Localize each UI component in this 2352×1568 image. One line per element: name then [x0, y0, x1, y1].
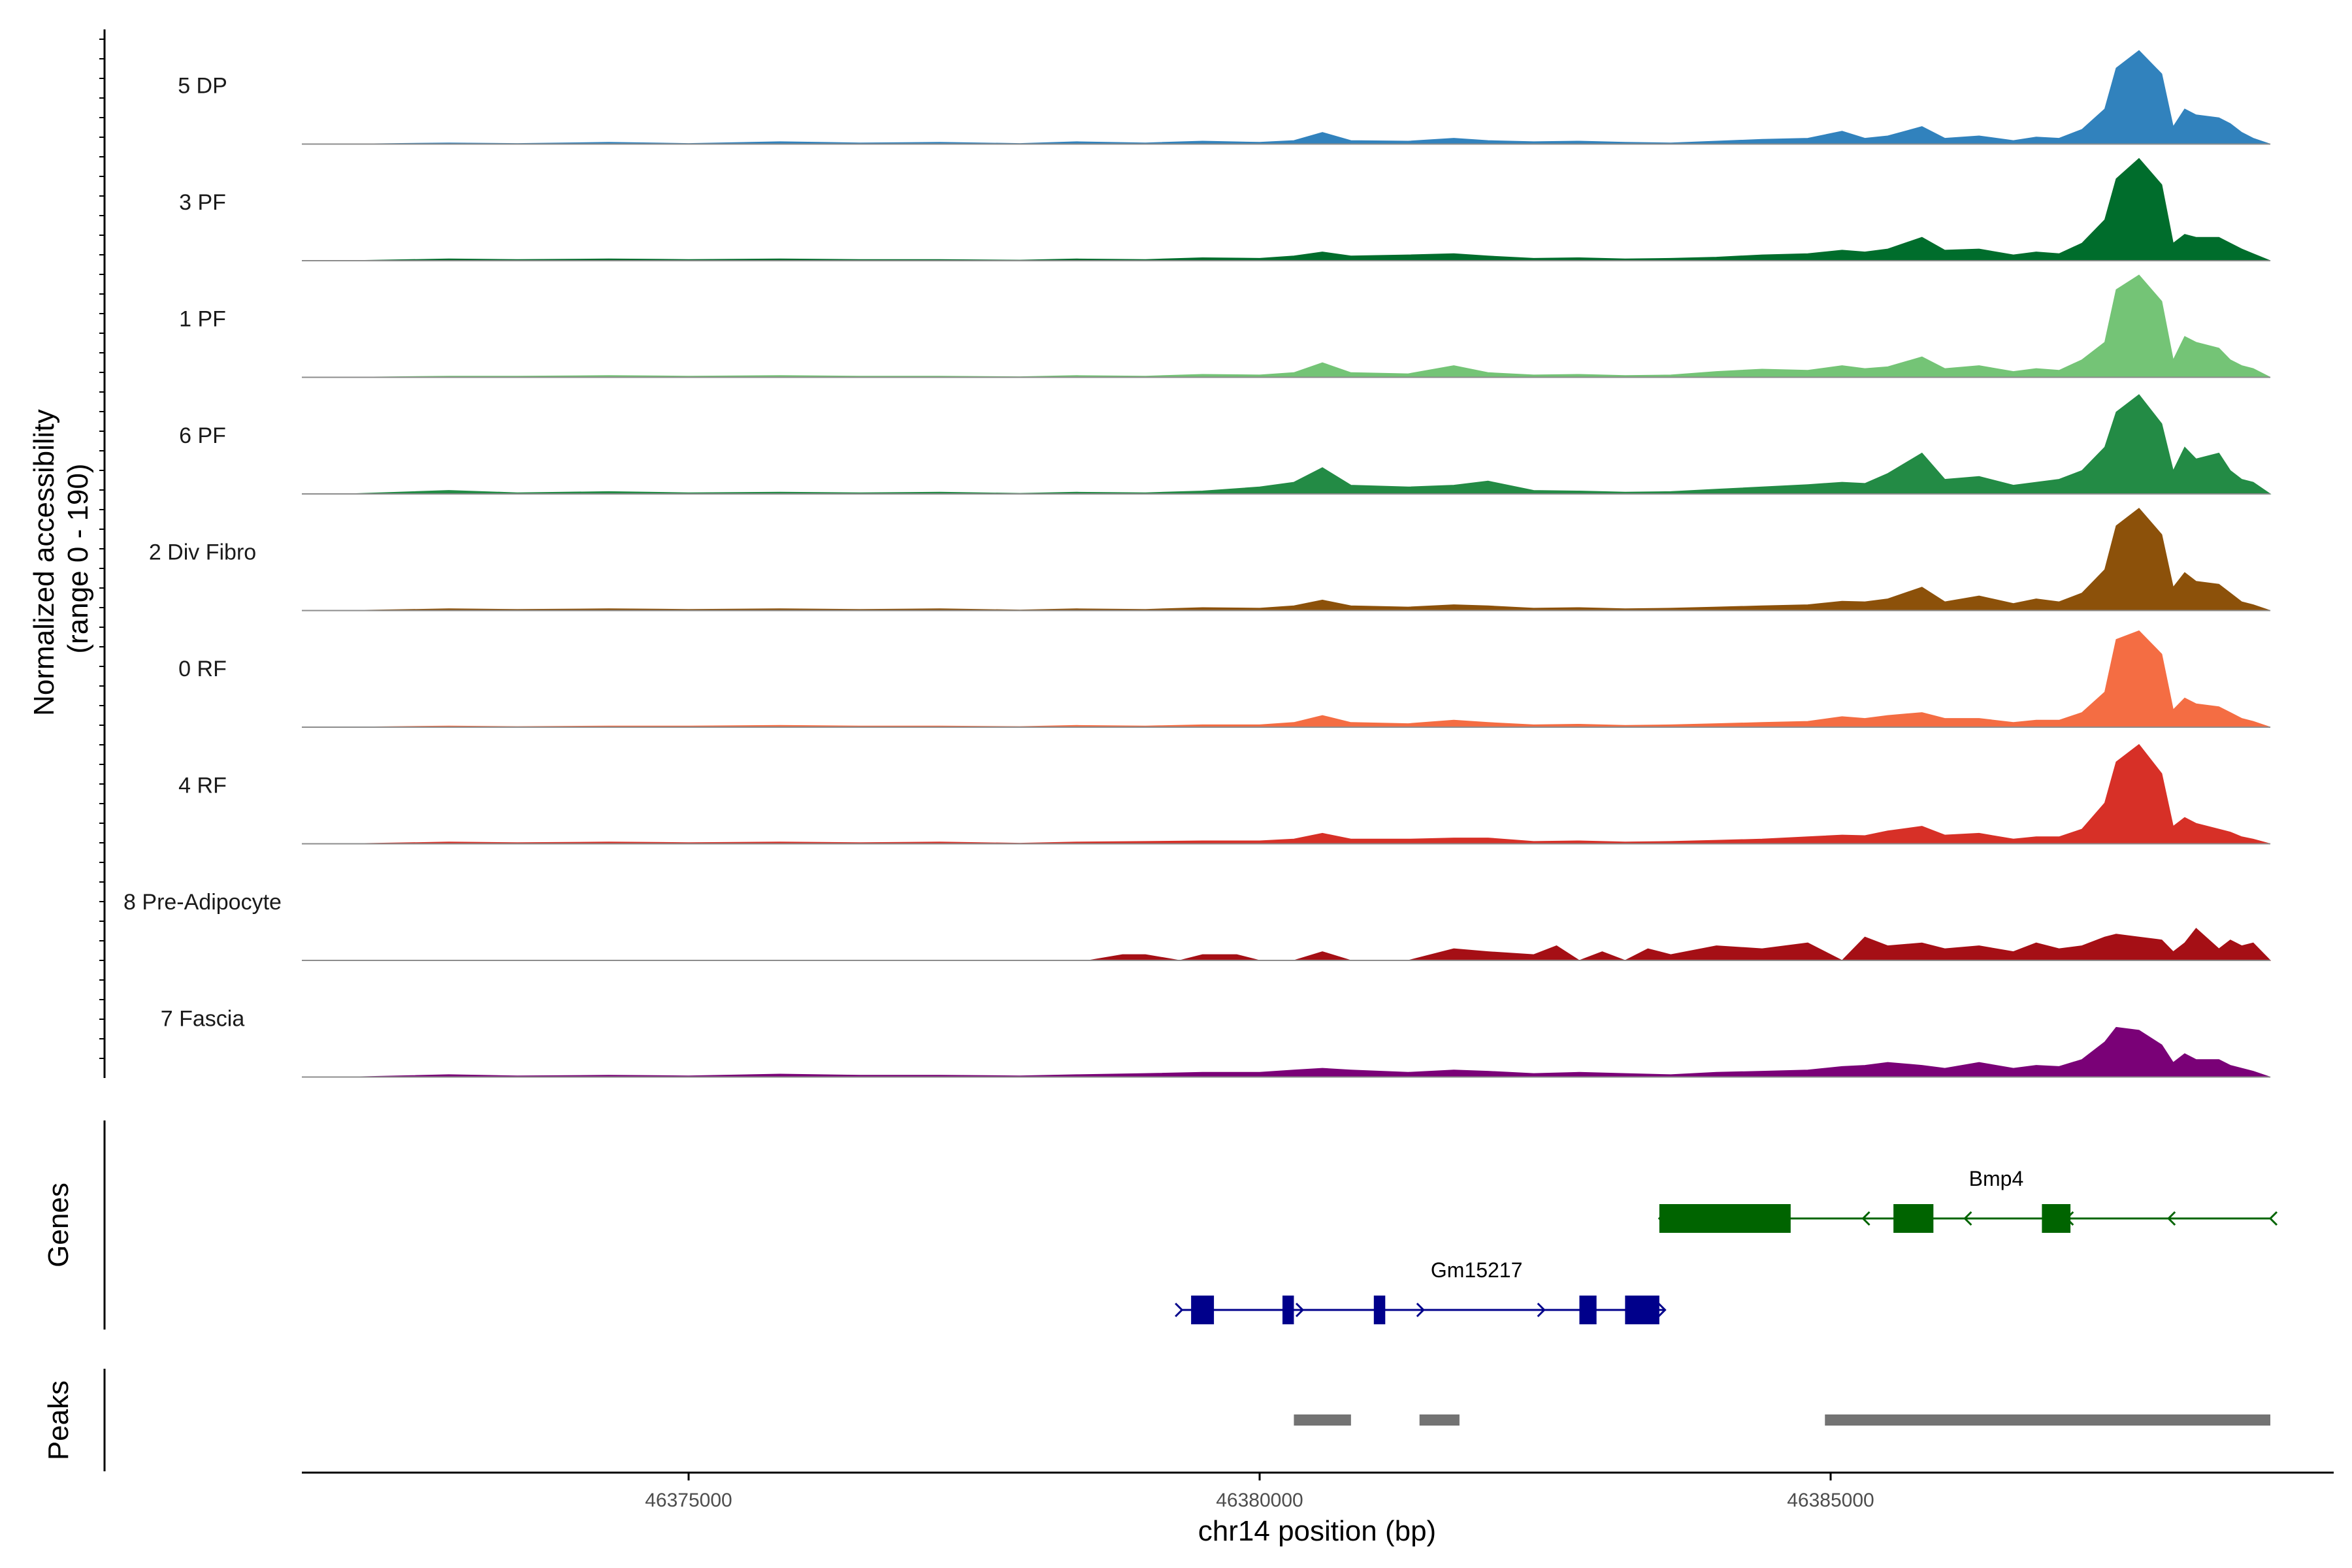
coverage-y-axis-title-line2: (range 0 - 190) — [62, 463, 94, 653]
coverage-track: 1 PF — [179, 274, 2271, 378]
gene-exon — [1625, 1296, 1659, 1324]
strand-arrow — [1963, 1211, 1972, 1226]
track-label: 4 RF — [178, 774, 227, 798]
strand-arrow — [1537, 1302, 1546, 1318]
x-tick-label: 46385000 — [1787, 1490, 1874, 1511]
coverage-track: 4 RF — [178, 743, 2271, 845]
peak-regions — [1294, 1414, 2270, 1426]
strand-arrow — [1295, 1302, 1305, 1318]
strand-arrow — [1861, 1211, 1870, 1226]
gene-models: Bmp4 Gm15217 — [1175, 1167, 2278, 1324]
coverage-y-axis-title: Normalized accessibility (range 0 - 190) — [28, 401, 94, 716]
genes-y-axis-title: Genes — [42, 1183, 74, 1267]
coverage-track: 6 PF — [179, 394, 2272, 495]
coverage-y-axis-title-line1: Normalized accessibility — [28, 409, 60, 715]
coverage-track: 5 DP — [178, 50, 2271, 145]
track-label: 2 Div Fibro — [149, 540, 256, 565]
gene-model: Bmp4 — [1658, 1167, 2278, 1233]
track-label: 0 RF — [178, 657, 227, 681]
coverage-tracks: 5 DP 3 PF 1 PF 6 PF 2 Div Fibro 0 RF 4 RF 8 Pre… — [123, 50, 2272, 1078]
gene-exon — [1659, 1204, 1791, 1233]
gene-exon — [1579, 1296, 1597, 1324]
gene-exon — [1282, 1296, 1294, 1324]
peak-region — [1419, 1414, 1460, 1426]
gene-label: Bmp4 — [1969, 1167, 2024, 1190]
coverage-y-axis-ticks — [99, 39, 105, 1059]
x-tick-label: 46380000 — [1216, 1490, 1303, 1511]
x-axis-title: chr14 position (bp) — [1198, 1515, 1436, 1547]
gene-exon — [1191, 1296, 1215, 1324]
strand-arrow — [1175, 1302, 1184, 1318]
gene-label: Gm15217 — [1431, 1258, 1523, 1282]
coverage-track: 8 Pre-Adipocyte — [123, 890, 2272, 961]
coverage-area — [346, 1026, 2271, 1077]
coverage-track: 0 RF — [178, 630, 2271, 728]
strand-arrow — [2166, 1211, 2176, 1226]
peak-region — [1294, 1414, 1351, 1426]
strand-arrow — [1658, 1302, 1667, 1318]
x-tick-label: 46375000 — [645, 1490, 732, 1511]
track-label: 1 PF — [179, 307, 226, 332]
track-label: 3 PF — [179, 190, 226, 215]
gene-exon — [1893, 1204, 1934, 1233]
track-label: 8 Pre-Adipocyte — [123, 890, 282, 915]
x-axis-ticks: 46375000 46380000 46385000 — [645, 1473, 1874, 1511]
peak-region — [1825, 1414, 2270, 1426]
gene-model: Gm15217 — [1175, 1258, 1667, 1324]
track-label: 5 DP — [178, 74, 227, 99]
track-label: 6 PF — [179, 423, 226, 448]
gene-exon — [2042, 1204, 2071, 1233]
peaks-y-axis-title: Peaks — [42, 1380, 74, 1460]
strand-arrow — [1416, 1302, 1425, 1318]
gene-exon — [1373, 1296, 1386, 1324]
track-label: 7 Fascia — [161, 1007, 245, 1032]
strand-arrow — [2268, 1211, 2278, 1226]
coverage-track: 3 PF — [179, 157, 2271, 261]
coverage-track: 7 Fascia — [161, 1007, 2271, 1078]
coverage-track: 2 Div Fibro — [149, 508, 2271, 612]
